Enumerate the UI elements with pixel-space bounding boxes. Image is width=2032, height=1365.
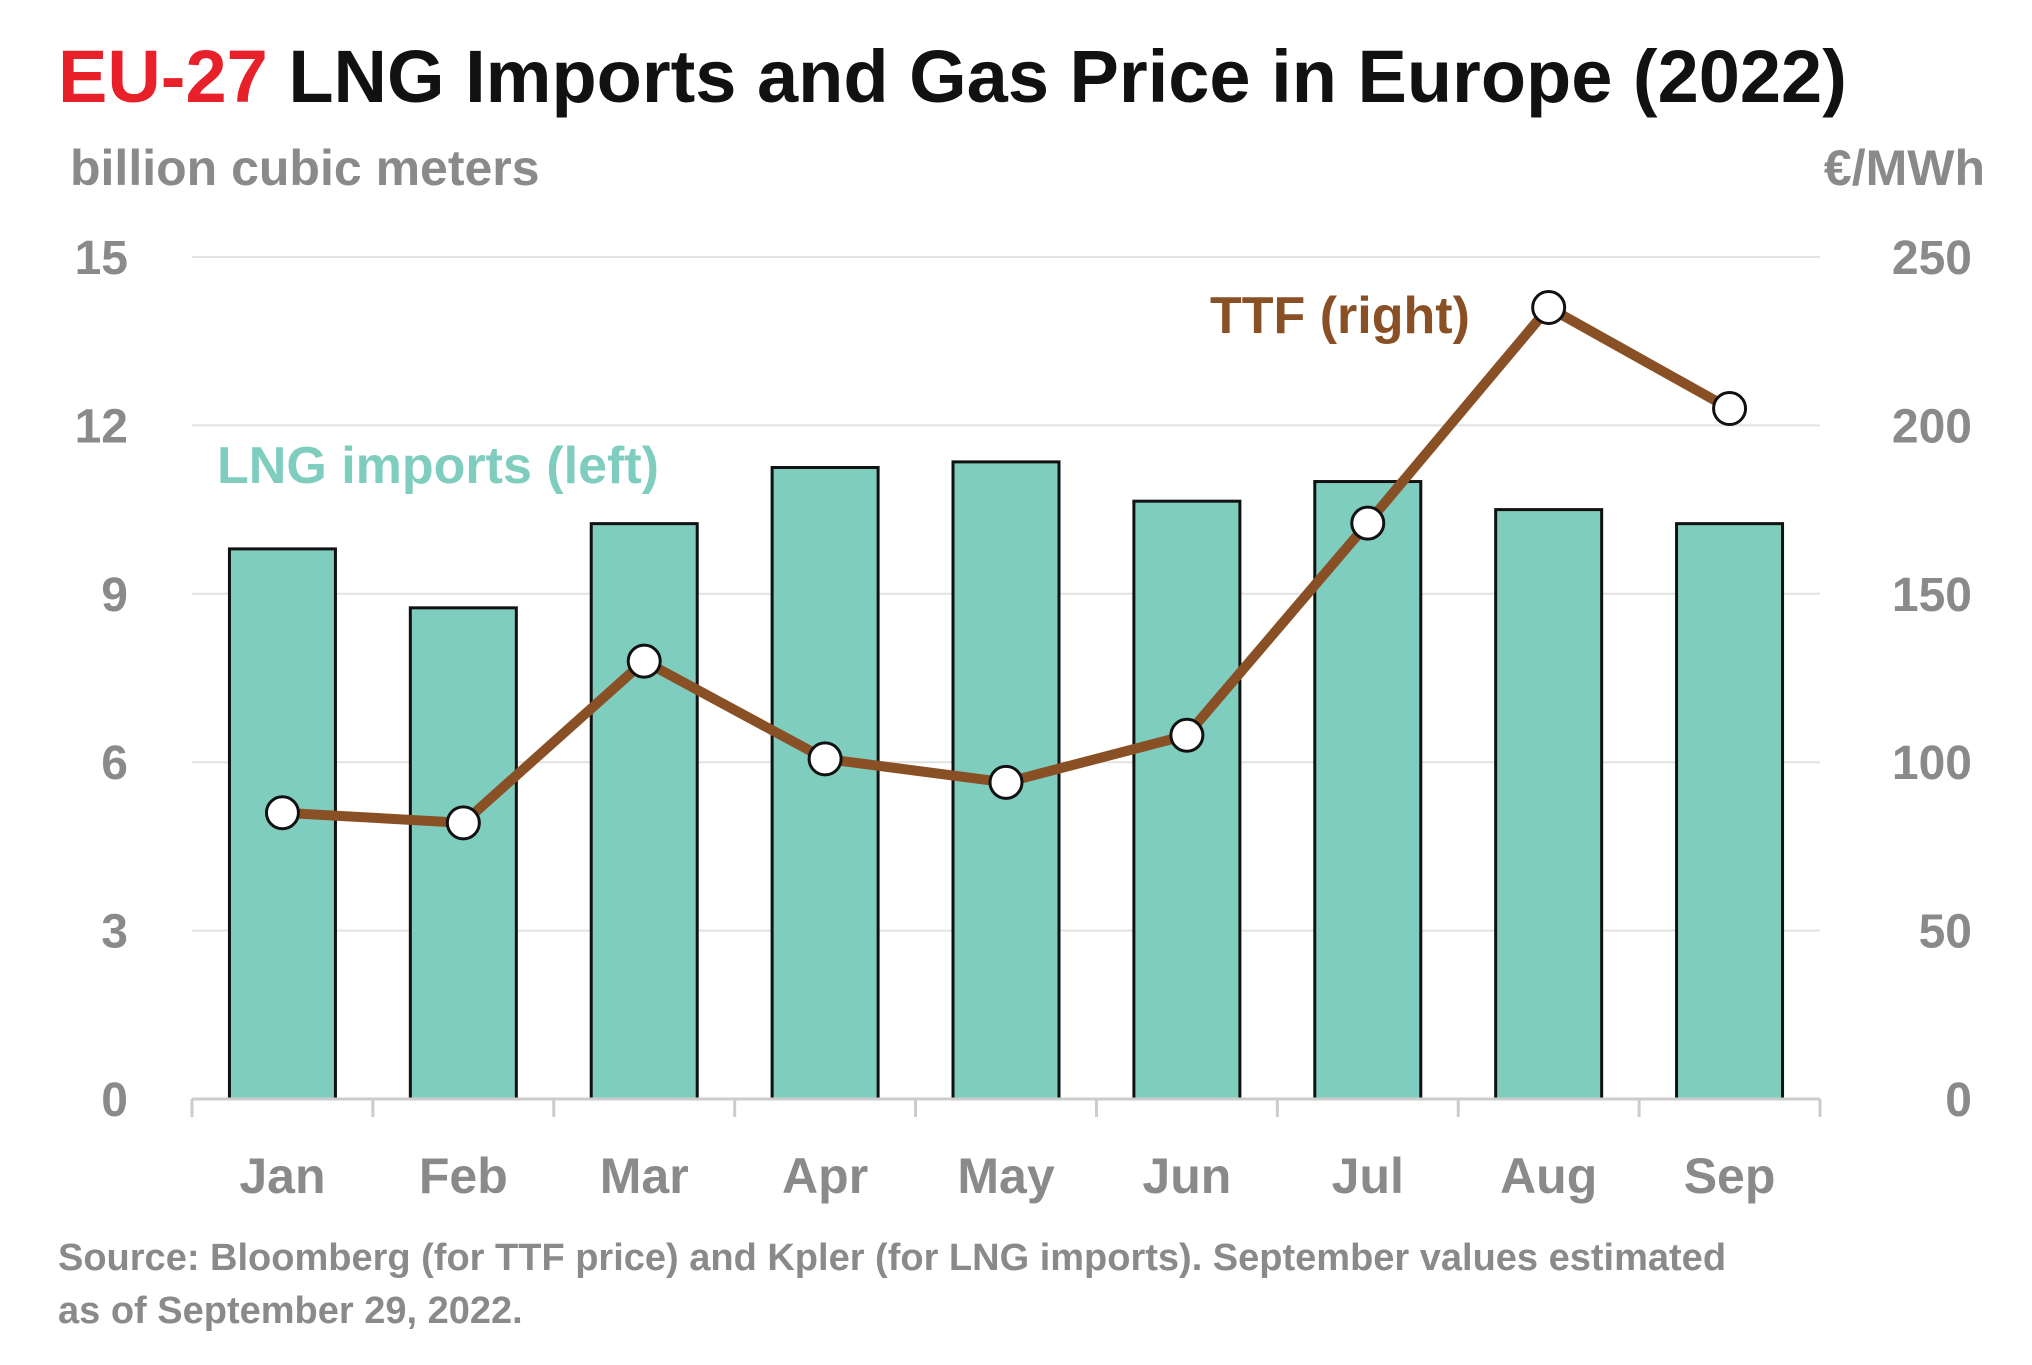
x-label-jun: Jun <box>1142 1148 1231 1204</box>
ttf-marker-jan <box>264 795 300 831</box>
right-axis-ticks: 0 50 100 150 200 250 <box>1892 232 1972 1127</box>
x-label-sep: Sep <box>1684 1148 1776 1204</box>
lng-bar-sep <box>1675 522 1785 1101</box>
left-axis-label: billion cubic meters <box>70 140 540 196</box>
x-label-feb: Feb <box>419 1148 508 1204</box>
chart-title-prefix: EU-27 <box>58 35 268 118</box>
chart-title-main: LNG Imports and Gas Price in Europe (202… <box>268 35 1847 118</box>
left-tick-label: 12 <box>75 400 128 453</box>
source-note-line-1: Source: Bloomberg (for TTF price) and Kp… <box>58 1237 1726 1279</box>
right-tick-label: 250 <box>1892 232 1972 285</box>
series-label-ttf: TTF (right) <box>1210 287 1470 345</box>
left-tick-label: 6 <box>101 737 128 790</box>
ttf-marker-feb <box>445 805 481 841</box>
right-tick-label: 150 <box>1892 569 1972 622</box>
ttf-marker-sep <box>1712 391 1748 427</box>
left-tick-label: 0 <box>101 1074 128 1127</box>
source-note-line-2: as of September 29, 2022. <box>58 1290 523 1332</box>
x-axis-labels: Jan Feb Mar Apr May Jun Jul Aug Sep <box>239 1148 1775 1204</box>
ttf-markers <box>264 290 1748 841</box>
lng-bar-aug <box>1494 508 1604 1101</box>
x-label-may: May <box>957 1148 1054 1204</box>
chart-title: EU-27 LNG Imports and Gas Price in Europ… <box>58 35 1847 118</box>
left-tick-label: 15 <box>75 232 128 285</box>
left-tick-label: 3 <box>101 906 128 959</box>
right-tick-label: 50 <box>1919 906 1972 959</box>
x-label-jul: Jul <box>1332 1148 1404 1204</box>
x-label-apr: Apr <box>782 1148 868 1204</box>
x-label-mar: Mar <box>600 1148 689 1204</box>
ttf-marker-apr <box>807 741 843 777</box>
right-tick-label: 100 <box>1892 737 1972 790</box>
x-label-jan: Jan <box>239 1148 325 1204</box>
lng-bar-apr <box>770 466 880 1101</box>
ttf-marker-jun <box>1169 717 1205 753</box>
ttf-marker-mar <box>626 643 662 679</box>
right-axis-label: €/MWh <box>1824 140 1985 196</box>
right-tick-label: 200 <box>1892 400 1972 453</box>
left-tick-label: 9 <box>101 569 128 622</box>
lng-bar-jul <box>1313 480 1423 1101</box>
lng-bar-feb <box>408 606 518 1101</box>
x-label-aug: Aug <box>1500 1148 1597 1204</box>
lng-bar-jun <box>1132 499 1242 1101</box>
series-label-lng: LNG imports (left) <box>217 437 659 495</box>
ttf-marker-jul <box>1350 505 1386 541</box>
x-axis <box>190 1097 1822 1117</box>
left-axis-ticks: 0 3 6 9 12 15 <box>75 232 128 1127</box>
right-tick-label: 0 <box>1945 1074 1972 1127</box>
ttf-marker-may <box>988 764 1024 800</box>
ttf-marker-aug <box>1531 290 1567 326</box>
lng-bar-mar <box>589 522 699 1101</box>
